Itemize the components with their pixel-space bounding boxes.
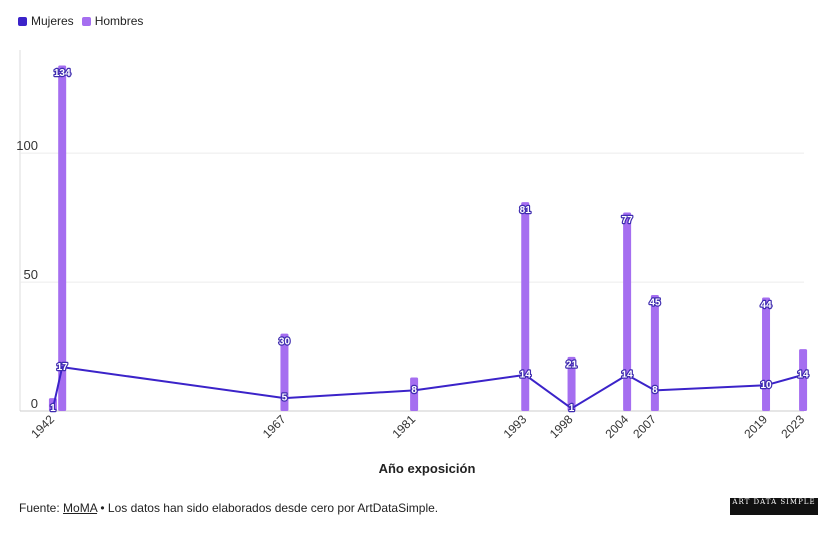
x-tick-label: 1942 (28, 412, 57, 441)
bar-hombres (799, 349, 808, 411)
data-label-mujeres: 1 (50, 403, 56, 414)
y-tick-label: 50 (24, 267, 38, 282)
bar-hombres (623, 212, 632, 411)
bar-hombres (650, 294, 659, 411)
bar-hombres (58, 65, 67, 411)
legend-label-mujeres: Mujeres (31, 14, 74, 28)
data-label-mujeres: 10 (760, 380, 772, 391)
legend-swatch-mujeres (18, 16, 27, 26)
bar-hombres (521, 202, 530, 411)
data-label-hombres: 21 (566, 359, 578, 370)
bar-hombres (762, 297, 771, 411)
source-prefix: Fuente: (19, 501, 64, 515)
data-label-mujeres: 8 (411, 385, 417, 396)
source-footer: Fuente: MoMA • Los datos han sido elabor… (19, 501, 438, 515)
brand-logo: ART DATA SIMPLE (730, 498, 818, 515)
x-axis-title: Año exposición (379, 461, 476, 476)
x-tick-label: 1981 (389, 412, 418, 441)
data-label-hombres: 81 (520, 205, 532, 216)
line-mujeres (51, 366, 804, 410)
bar-hombres (567, 356, 576, 411)
data-label-hombres: 77 (622, 215, 634, 226)
data-label-mujeres: 1 (569, 403, 575, 414)
legend-label-hombres: Hombres (94, 14, 144, 28)
legend-item-hombres[interactable]: Hombres (81, 14, 144, 28)
chart-area: 0 50 100 134 30 81 21 77 45 44 1 17 5 8 14 1 14 8 10 14 1942… (16, 50, 810, 476)
data-label-hombres: 134 (54, 68, 71, 79)
data-label-mujeres: 8 (652, 385, 658, 396)
data-label-mujeres: 5 (282, 393, 288, 404)
x-tick-label: 2004 (602, 412, 631, 441)
chart-legend: Mujeres Hombres (18, 14, 143, 28)
data-label-hombres: 44 (760, 300, 772, 311)
x-tick-label: 2019 (741, 412, 770, 441)
x-tick-label: 2007 (630, 412, 659, 441)
source-note: • Los datos han sido elaborados desde ce… (97, 501, 439, 515)
x-tick-label: 2023 (778, 412, 807, 441)
data-label-hombres: 45 (649, 298, 661, 309)
data-label-hombres: 30 (279, 336, 291, 347)
bar-hombres (410, 377, 419, 411)
legend-item-mujeres[interactable]: Mujeres (18, 14, 74, 28)
data-label-mujeres: 17 (57, 362, 69, 373)
data-label-mujeres: 14 (622, 370, 634, 381)
x-tick-label: 1993 (501, 412, 530, 441)
source-link[interactable]: MoMA (63, 501, 98, 515)
data-label-mujeres: 14 (520, 370, 532, 381)
data-label-mujeres: 14 (798, 370, 810, 381)
bar-hombres (280, 333, 289, 411)
x-tick-label: 1967 (260, 412, 289, 441)
x-tick-label: 1998 (547, 412, 576, 441)
y-tick-label: 100 (16, 138, 38, 153)
y-tick-label: 0 (31, 396, 38, 411)
legend-swatch-hombres (81, 16, 91, 26)
